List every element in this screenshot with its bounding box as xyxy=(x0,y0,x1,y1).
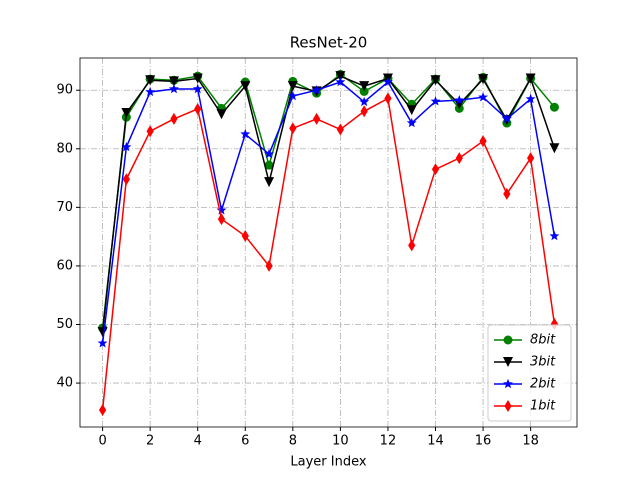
marker xyxy=(168,83,179,94)
marker xyxy=(478,74,489,85)
marker xyxy=(503,335,513,345)
chart-title: ResNet-20 xyxy=(290,34,368,52)
marker xyxy=(527,152,535,165)
y-tick-label: 80 xyxy=(56,141,73,156)
marker xyxy=(454,99,465,110)
marker xyxy=(264,177,275,188)
marker xyxy=(549,102,559,112)
marker xyxy=(194,102,202,115)
marker xyxy=(145,75,156,86)
x-axis-label: Layer Index xyxy=(290,455,366,470)
marker xyxy=(264,160,274,170)
marker xyxy=(478,92,489,102)
legend-frame xyxy=(487,324,572,422)
marker xyxy=(384,92,392,105)
marker xyxy=(549,230,560,241)
marker xyxy=(217,213,226,226)
marker xyxy=(501,113,512,124)
series-line xyxy=(101,97,556,411)
marker xyxy=(359,96,370,107)
marker xyxy=(145,86,156,97)
x-tick-label: 10 xyxy=(332,434,349,449)
marker xyxy=(406,105,417,116)
marker xyxy=(431,163,440,176)
marker xyxy=(265,259,273,272)
marker xyxy=(336,123,344,136)
legend: 8bit 3bit 2bit 1bit xyxy=(487,324,572,422)
marker xyxy=(264,148,274,159)
marker xyxy=(192,83,203,94)
marker xyxy=(121,141,132,152)
y-tick-label: 90 xyxy=(56,83,73,98)
marker xyxy=(170,112,178,125)
marker xyxy=(360,105,368,118)
marker xyxy=(146,125,154,138)
x-tick-label: 6 xyxy=(241,434,249,449)
marker xyxy=(216,205,227,215)
x-tick-label: 2 xyxy=(146,434,154,449)
marker xyxy=(503,187,511,200)
marker xyxy=(455,152,463,165)
series-line xyxy=(101,80,556,344)
marker xyxy=(287,90,298,101)
marker xyxy=(408,239,416,252)
marker xyxy=(122,173,130,186)
marker xyxy=(335,71,346,82)
marker xyxy=(97,327,108,338)
marker xyxy=(311,85,322,95)
x-tick-label: 8 xyxy=(289,434,297,449)
x-tick-label: 18 xyxy=(522,434,539,449)
x-tick-label: 12 xyxy=(380,434,397,449)
marker xyxy=(313,112,321,125)
x-tick-label: 4 xyxy=(194,434,202,449)
marker xyxy=(168,76,179,87)
y-tick-label: 50 xyxy=(56,317,73,332)
y-tick-label: 40 xyxy=(56,376,73,391)
marker xyxy=(549,143,560,154)
marker xyxy=(240,81,251,92)
marker xyxy=(97,338,108,348)
legend-label: 2bit xyxy=(530,377,556,392)
marker xyxy=(287,81,298,92)
marker xyxy=(406,117,417,128)
marker xyxy=(192,73,203,84)
x-tick-label: 16 xyxy=(475,434,492,449)
y-tick-label: 70 xyxy=(56,200,73,215)
marker xyxy=(430,75,441,86)
plot-frame xyxy=(79,57,578,428)
marker xyxy=(479,135,487,148)
marker xyxy=(525,93,536,104)
x-tick-label: 0 xyxy=(98,434,106,449)
marker xyxy=(383,76,393,87)
marker xyxy=(289,122,297,135)
x-tick-label: 14 xyxy=(427,434,444,449)
marker xyxy=(121,108,132,119)
legend-label: 8bit xyxy=(530,333,556,348)
marker xyxy=(216,109,227,120)
marker xyxy=(241,230,249,243)
marker xyxy=(503,357,513,367)
marker xyxy=(504,400,512,412)
marker xyxy=(525,73,536,84)
series-line xyxy=(101,73,555,329)
marker xyxy=(335,76,346,87)
marker xyxy=(359,81,370,92)
marker xyxy=(240,128,251,139)
y-tick-label: 60 xyxy=(56,258,73,273)
marker xyxy=(430,96,441,106)
series-line xyxy=(101,75,556,333)
marker xyxy=(359,86,369,96)
marker xyxy=(454,94,465,105)
marker xyxy=(503,378,513,389)
marker xyxy=(98,404,107,417)
legend-label: 1bit xyxy=(530,399,556,414)
legend-label: 3bit xyxy=(530,355,556,370)
